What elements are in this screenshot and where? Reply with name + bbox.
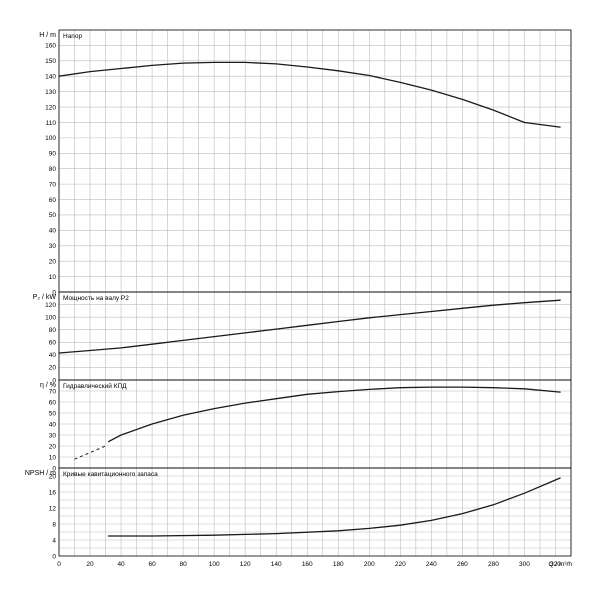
y-axis-label: H / m <box>39 32 56 39</box>
y-tick-label: 110 <box>46 120 57 127</box>
y-tick-label: 90 <box>49 151 57 158</box>
y-axis-label: NPSH / m <box>25 470 56 477</box>
x-tick-label: 80 <box>180 561 188 568</box>
y-tick-label: 10 <box>49 274 57 281</box>
x-tick-label: 140 <box>271 561 282 568</box>
x-tick-label: 0 <box>57 561 61 568</box>
y-tick-label: 50 <box>49 212 57 219</box>
y-tick-label: 0 <box>52 553 56 560</box>
y-axis-label: P₂ / kW <box>33 294 57 301</box>
y-tick-label: 16 <box>49 489 57 496</box>
y-tick-label: 0 <box>52 465 56 472</box>
y-tick-label: 120 <box>45 302 56 309</box>
x-tick-label: 160 <box>302 561 313 568</box>
series-line <box>58 61 561 128</box>
panel-title: Мощность на валу P2 <box>63 295 129 302</box>
series-line <box>107 386 561 443</box>
x-tick-label: 300 <box>519 561 530 568</box>
y-tick-label: 120 <box>45 104 56 111</box>
y-tick-label: 10 <box>49 454 57 461</box>
panel-title: Гидравлический КПД <box>63 382 127 390</box>
x-tick-label: 240 <box>426 561 437 568</box>
y-tick-label: 140 <box>45 74 56 81</box>
panel-1: 0 10 20 30 40 50 60 70 80 90 100 110 120 130 140 150 160… <box>39 29 572 296</box>
x-tick-label: 320 <box>550 561 561 568</box>
y-tick-label: 160 <box>45 43 56 50</box>
y-tick-label: 60 <box>49 197 57 204</box>
panel-3: 0 10 20 30 40 50 60 70η / % Гидравлический КПД <box>40 379 572 472</box>
x-axis-label: Q / m³/h <box>549 561 573 568</box>
y-tick-label: 40 <box>49 228 57 235</box>
y-tick-label: 20 <box>49 443 57 450</box>
series-line <box>107 477 561 537</box>
x-tick-label: 120 <box>240 561 251 568</box>
y-tick-label: 20 <box>49 473 57 480</box>
y-tick-label: 30 <box>49 432 57 439</box>
x-axis: 0 20 40 60 80 100 120 140 160 180 200 220 240 260 280 3… <box>57 561 572 568</box>
panel-frame <box>58 467 572 557</box>
x-tick-label: 60 <box>148 561 156 568</box>
x-tick-label: 180 <box>333 561 344 568</box>
y-tick-label: 100 <box>45 135 56 142</box>
y-tick-label: 80 <box>49 166 57 173</box>
y-tick-label: 130 <box>45 89 56 96</box>
y-tick-label: 60 <box>49 340 57 347</box>
x-tick-label: 20 <box>86 561 94 568</box>
y-tick-label: 12 <box>49 505 57 512</box>
x-tick-label: 260 <box>457 561 468 568</box>
y-tick-label: 40 <box>49 352 57 359</box>
y-tick-label: 80 <box>49 327 57 334</box>
y-tick-label: 40 <box>49 421 57 428</box>
panel-title: Напор <box>63 33 82 40</box>
x-tick-label: 100 <box>209 561 220 568</box>
y-tick-label: 4 <box>52 537 56 544</box>
panel-title: Кривые кавитационного запаса <box>63 471 158 478</box>
y-tick-label: 100 <box>45 314 56 321</box>
y-tick-label: 0 <box>52 377 56 384</box>
y-tick-label: 60 <box>49 399 57 406</box>
x-tick-label: 280 <box>488 561 499 568</box>
chart-panels: 0102030405060708090100110120130140150160… <box>25 29 572 560</box>
y-tick-label: 20 <box>49 258 57 265</box>
x-tick-label: 220 <box>395 561 406 568</box>
y-axis-label: η / % <box>40 382 56 389</box>
series-line <box>58 299 561 354</box>
y-tick-label: 0 <box>52 289 56 296</box>
x-tick-label: 40 <box>117 561 125 568</box>
y-tick-label: 20 <box>49 365 57 372</box>
y-tick-label: 50 <box>49 410 57 417</box>
y-tick-label: 30 <box>49 243 57 250</box>
x-tick-label: 200 <box>364 561 375 568</box>
panel-frame <box>58 29 572 293</box>
y-tick-label: 8 <box>52 521 56 528</box>
y-tick-label: 150 <box>45 58 56 65</box>
y-tick-label: 70 <box>49 181 57 188</box>
y-tick-label: 70 <box>49 388 57 395</box>
